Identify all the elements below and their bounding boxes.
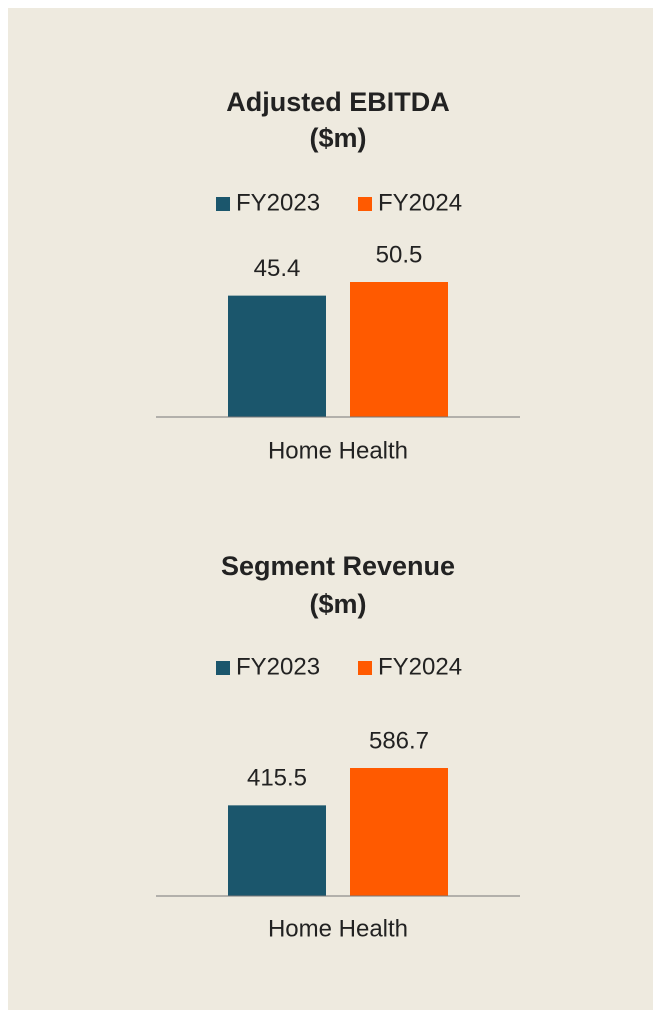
legend-swatch xyxy=(216,661,230,675)
x-tick-label: Home Health xyxy=(268,915,408,942)
legend-label: FY2023 xyxy=(236,653,320,680)
legend-label: FY2024 xyxy=(378,653,462,680)
legend-swatch xyxy=(358,661,372,675)
bar xyxy=(350,768,448,896)
chart-title: ($m) xyxy=(309,589,366,619)
chart-title: Adjusted EBITDA xyxy=(226,87,450,117)
value-label: 586.7 xyxy=(369,727,429,754)
legend-label: FY2024 xyxy=(378,189,462,216)
value-label: 415.5 xyxy=(247,765,307,792)
chart-title: ($m) xyxy=(309,123,366,153)
bar xyxy=(350,282,448,417)
legend-label: FY2023 xyxy=(236,189,320,216)
value-label: 50.5 xyxy=(376,241,423,268)
chart-title: Segment Revenue xyxy=(221,551,455,581)
panel xyxy=(8,8,653,1010)
bar xyxy=(228,295,326,417)
value-label: 45.4 xyxy=(254,255,301,282)
legend-swatch xyxy=(358,197,372,211)
x-tick-label: Home Health xyxy=(268,437,408,464)
legend-swatch xyxy=(216,197,230,211)
bar xyxy=(228,805,326,896)
